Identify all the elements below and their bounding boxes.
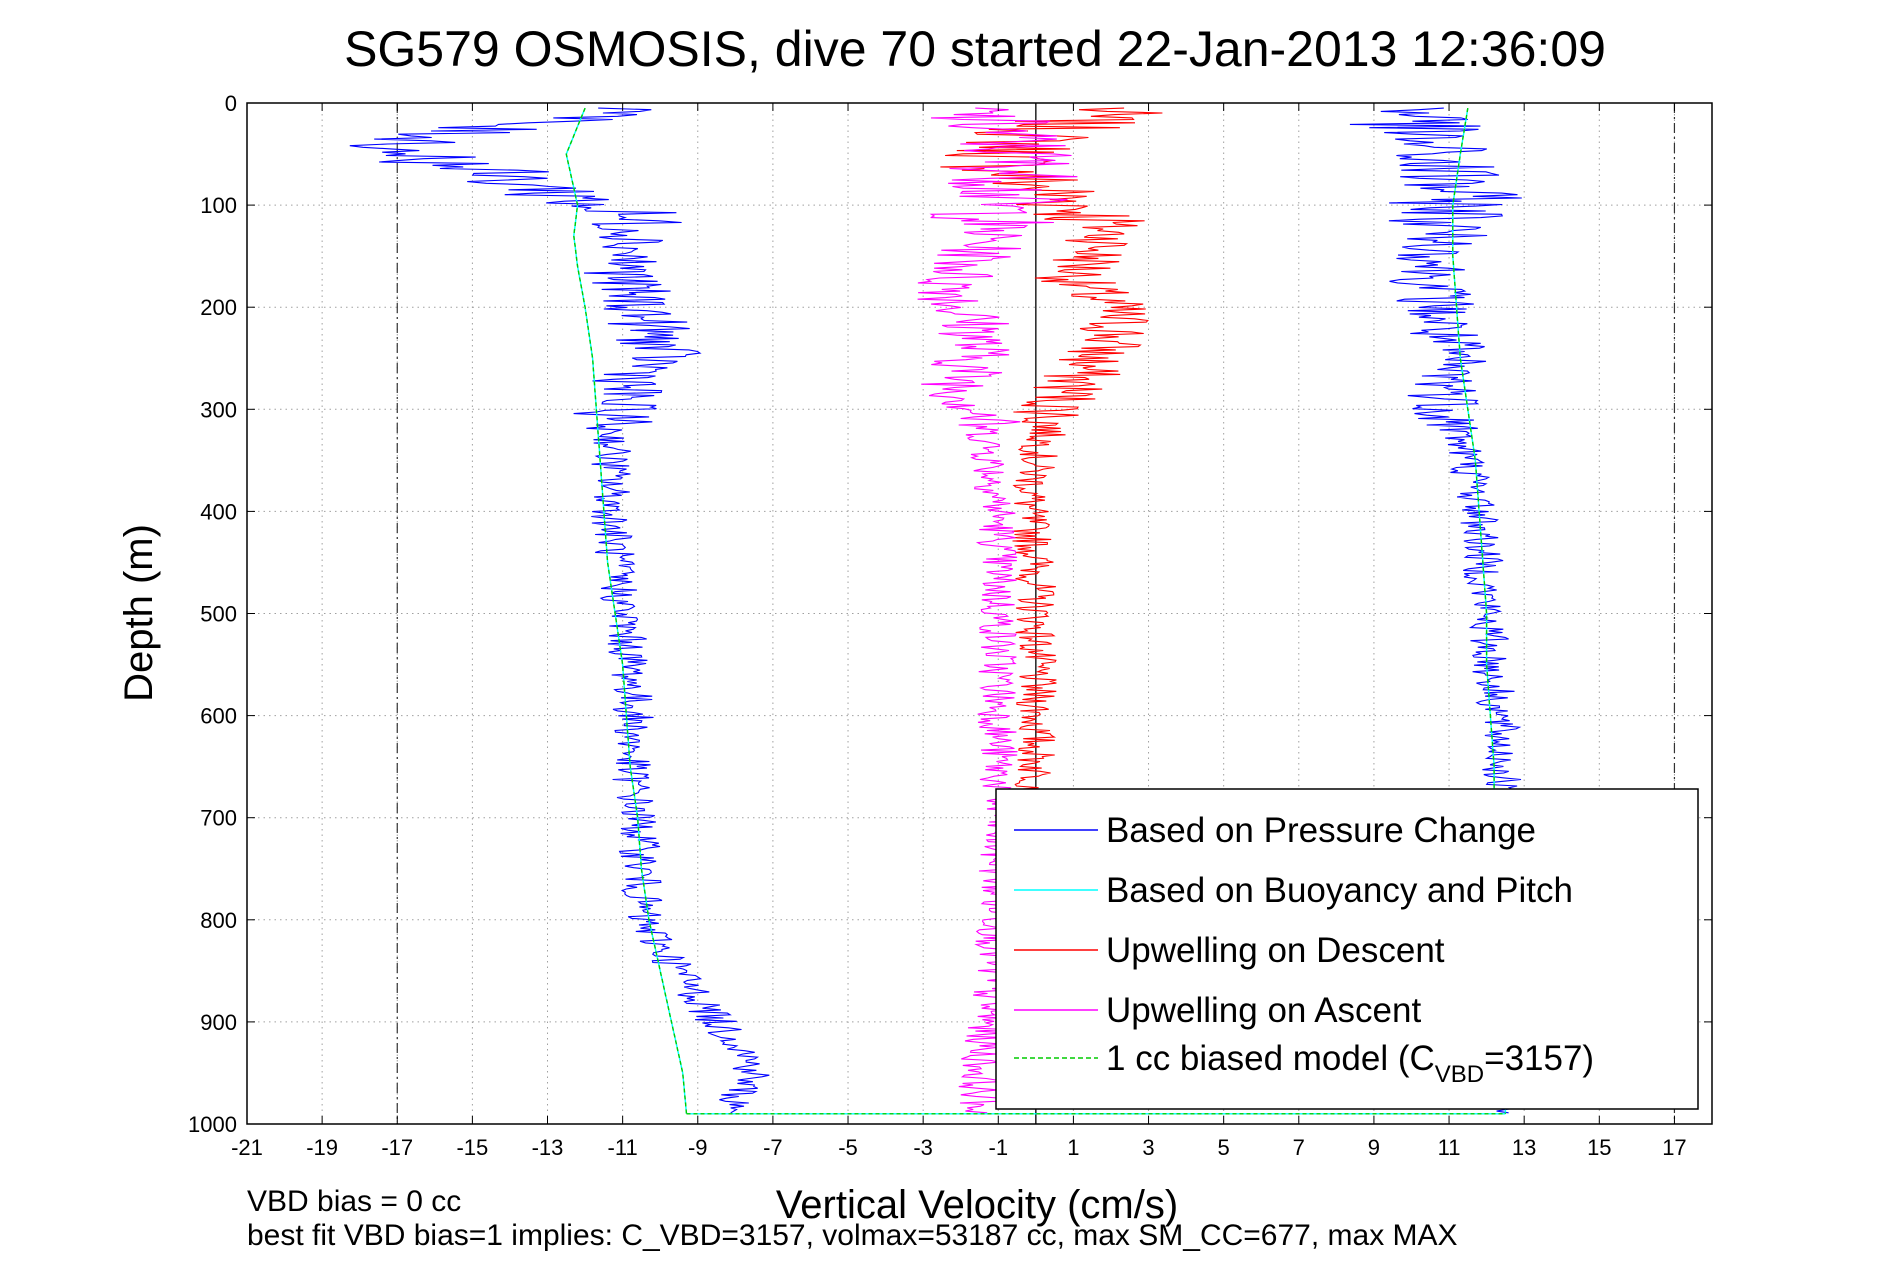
x-tick-label: -21 xyxy=(231,1135,263,1160)
y-tick-label: 900 xyxy=(200,1010,237,1035)
y-tick-label: 200 xyxy=(200,295,237,320)
legend: Based on Pressure Change Based on Buoyanc… xyxy=(995,788,1699,1110)
legend-label-2: Upwelling on Descent xyxy=(1106,931,1445,970)
x-tick-label: 15 xyxy=(1587,1135,1611,1160)
footnote-vbd-bias: VBD bias = 0 cc xyxy=(247,1185,461,1218)
legend-label-tail: =3157) xyxy=(1484,1039,1594,1078)
x-tick-label: 7 xyxy=(1293,1135,1305,1160)
chart-title: SG579 OSMOSIS, dive 70 started 22-Jan-20… xyxy=(344,21,1606,77)
y-tick-label: 100 xyxy=(200,193,237,218)
legend-box xyxy=(995,788,1699,1110)
y-tick-label: 500 xyxy=(200,602,237,627)
y-tick-label: 800 xyxy=(200,908,237,933)
x-tick-label: -3 xyxy=(913,1135,933,1160)
x-tick-label: -15 xyxy=(456,1135,488,1160)
series-4-segment-0 xyxy=(565,107,688,1114)
series-2-line xyxy=(940,107,1163,818)
ticks: -21 -19 -17 -15 -13 -11 -9 -7 -5 -3 -1 1 3 5 7 9 11 13 15 1… xyxy=(188,91,1712,1160)
legend-label-subscript: VBD xyxy=(1435,1061,1484,1088)
legend-label-0: Based on Pressure Change xyxy=(1106,811,1536,850)
y-tick-label: 0 xyxy=(225,91,237,116)
series-2 xyxy=(940,107,1163,818)
x-axis-label: Vertical Velocity (cm/s) xyxy=(776,1183,1178,1227)
y-tick-label: 1000 xyxy=(188,1112,237,1137)
y-axis-label: Depth (m) xyxy=(117,524,161,702)
x-tick-label: -19 xyxy=(306,1135,338,1160)
x-tick-label: -1 xyxy=(989,1135,1009,1160)
x-tick-label: 11 xyxy=(1438,1135,1461,1160)
x-tick-label: -11 xyxy=(608,1135,638,1160)
y-tick-label: 600 xyxy=(200,704,237,729)
y-tick-label: 300 xyxy=(200,397,237,422)
x-tick-label: 3 xyxy=(1142,1135,1154,1160)
legend-label-1: Based on Buoyancy and Pitch xyxy=(1106,871,1573,910)
x-tick-label: 17 xyxy=(1662,1135,1686,1160)
x-tick-label: -17 xyxy=(381,1135,413,1160)
x-tick-label: -9 xyxy=(688,1135,708,1160)
x-tick-label: -13 xyxy=(532,1135,564,1160)
legend-label-3: Upwelling on Ascent xyxy=(1106,991,1421,1030)
y-tick-label: 400 xyxy=(200,499,237,524)
x-tick-label: 13 xyxy=(1512,1135,1536,1160)
series-3 xyxy=(917,107,1078,1114)
x-tick-label: 1 xyxy=(1067,1135,1079,1160)
x-tick-label: 5 xyxy=(1218,1135,1230,1160)
series-0-segment-0 xyxy=(349,107,770,1114)
footnote-best-fit: best fit VBD bias=1 implies: C_VBD=3157,… xyxy=(247,1219,1458,1252)
series-3-line xyxy=(917,107,1078,1114)
x-tick-label: -7 xyxy=(763,1135,783,1160)
x-tick-label: 9 xyxy=(1368,1135,1380,1160)
y-tick-label: 700 xyxy=(200,806,237,831)
x-tick-label: -5 xyxy=(838,1135,858,1160)
